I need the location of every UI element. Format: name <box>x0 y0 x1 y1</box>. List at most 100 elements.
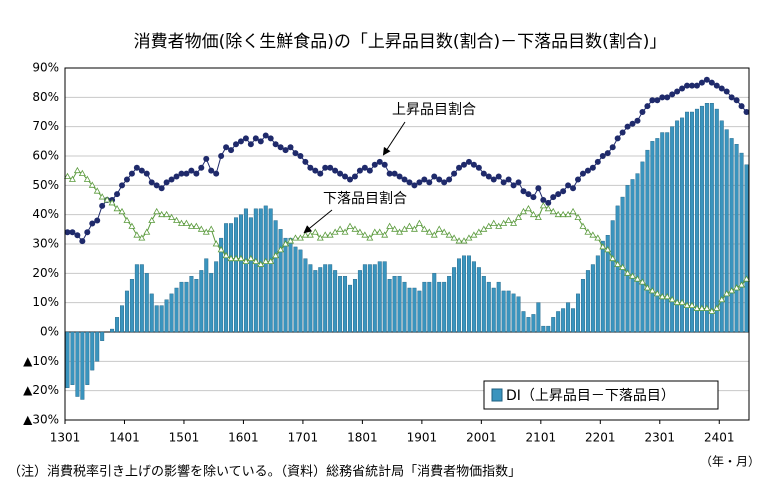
bar <box>164 299 169 333</box>
point <box>465 158 472 165</box>
point <box>217 246 225 253</box>
point <box>500 219 508 226</box>
point <box>614 135 621 142</box>
bar <box>144 273 149 333</box>
point <box>584 167 591 174</box>
point <box>291 234 299 241</box>
point <box>158 210 166 218</box>
bar <box>744 164 749 333</box>
point <box>436 176 443 183</box>
annotation-arrow <box>382 121 406 156</box>
point <box>460 237 468 244</box>
point <box>674 88 681 95</box>
bar <box>437 281 442 333</box>
point <box>664 94 671 101</box>
bar <box>159 305 164 333</box>
point <box>316 234 324 241</box>
bar <box>65 331 70 388</box>
bar <box>248 217 253 333</box>
bar <box>234 217 238 333</box>
legend <box>483 380 719 410</box>
bar <box>75 331 80 397</box>
bar <box>263 205 268 333</box>
point <box>69 229 76 236</box>
point <box>575 176 581 183</box>
point <box>480 225 488 232</box>
bar <box>699 105 704 333</box>
point <box>505 216 513 223</box>
bar <box>343 276 348 333</box>
y-tick-label: 80% <box>32 90 59 104</box>
point <box>99 202 106 209</box>
point <box>208 167 215 174</box>
point <box>738 103 745 110</box>
point <box>128 222 136 229</box>
point <box>198 164 205 171</box>
bar <box>174 287 179 333</box>
point <box>381 161 388 168</box>
point <box>519 207 527 215</box>
point <box>723 88 730 95</box>
bar <box>154 305 159 333</box>
point <box>679 85 686 92</box>
y-tick-label: 0% <box>40 325 59 339</box>
point <box>287 237 295 244</box>
bar <box>288 237 293 333</box>
bar <box>283 237 288 333</box>
bar <box>605 234 610 333</box>
bar <box>576 293 580 333</box>
bar <box>491 287 496 333</box>
bar <box>149 293 154 333</box>
point <box>267 257 275 264</box>
point <box>619 263 627 270</box>
point <box>579 170 586 177</box>
bar <box>95 331 100 362</box>
x-tick-label: 1701 <box>288 431 319 445</box>
chart-title: 消費者物価(除く生鮮食品)の「上昇品目数(割合)－下落品目数(割合)」 <box>134 32 667 52</box>
point <box>743 275 751 282</box>
point <box>658 292 666 300</box>
bar <box>348 284 352 333</box>
point <box>673 298 681 306</box>
point <box>307 164 314 171</box>
point <box>570 185 577 192</box>
point <box>693 82 700 89</box>
bar <box>694 108 699 333</box>
point <box>88 181 96 188</box>
bar <box>685 111 690 333</box>
point <box>589 231 597 238</box>
bar <box>734 144 739 333</box>
bar <box>318 267 323 333</box>
x-tick-label: 2001 <box>466 431 497 445</box>
point <box>197 225 205 232</box>
point <box>228 147 235 154</box>
bar <box>387 279 392 333</box>
point <box>451 170 458 177</box>
point <box>306 231 314 238</box>
bar <box>541 325 546 333</box>
y-tick-label: 90% <box>32 61 59 75</box>
point <box>292 150 299 157</box>
bar <box>447 276 452 333</box>
bar <box>600 240 605 333</box>
y-tick-label: 40% <box>32 207 59 221</box>
bar <box>90 331 95 371</box>
point <box>455 237 463 244</box>
bar <box>110 328 115 333</box>
point <box>445 231 453 238</box>
bar <box>551 317 556 333</box>
point <box>361 164 368 171</box>
bar <box>496 281 501 333</box>
point <box>723 290 731 297</box>
point <box>396 173 403 180</box>
point <box>341 228 349 235</box>
bar <box>293 246 298 333</box>
point <box>133 164 140 171</box>
bar <box>338 276 343 333</box>
point <box>311 228 319 235</box>
bar <box>724 129 729 333</box>
bar <box>367 264 372 333</box>
point <box>386 222 394 229</box>
point <box>222 251 230 259</box>
